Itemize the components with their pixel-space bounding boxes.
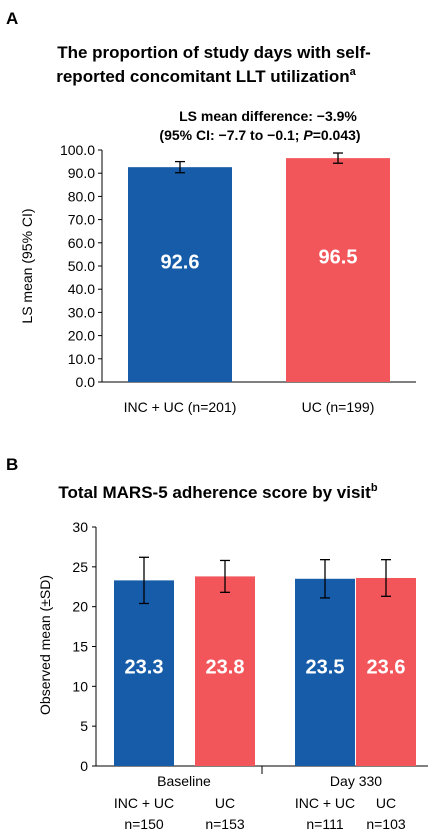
x-bar-label: INC + UC <box>114 795 174 811</box>
panel-b-y-axis-label: Observed mean (±SD) <box>37 575 53 715</box>
x-bar-n-label: n=103 <box>366 816 406 832</box>
y-tick-label: 5 <box>80 718 88 734</box>
bar-value-label: 96.5 <box>319 247 358 269</box>
y-tick-label: 10 <box>72 678 88 694</box>
x-bar-n-label: n=111 <box>306 816 343 832</box>
panel-b-title-text: Total MARS-5 adherence score by visit <box>58 483 371 502</box>
bar-value-label: 23.8 <box>206 656 245 678</box>
y-tick-label: 20.0 <box>68 328 95 344</box>
y-tick-label: 90.0 <box>68 165 95 181</box>
bar <box>128 167 232 382</box>
y-tick-label: 25 <box>72 559 88 575</box>
panel-b-letter: B <box>6 455 18 474</box>
bar-value-label: 23.3 <box>125 656 164 678</box>
y-tick-label: 10.0 <box>68 351 95 367</box>
annotation-ci: (95% CI: −7.7 to −0.1; <box>159 127 303 143</box>
panel-b-title: Total MARS-5 adherence score by visitb <box>58 482 377 502</box>
y-tick-label: 15 <box>72 639 88 655</box>
panel-b-bars: 23.3 INC + UC n=150 23.8 UC n=153 23.5 INC + UC… <box>114 556 416 832</box>
y-tick-label: 30 <box>72 519 88 535</box>
panel-a-y-axis-label: LS mean (95% CI) <box>19 208 35 323</box>
x-bar-label: UC <box>376 795 396 811</box>
y-tick-label: 40.0 <box>68 281 95 297</box>
y-tick-label: 20 <box>72 599 88 615</box>
panel-a-letter: A <box>6 9 18 28</box>
y-tick-label: 50.0 <box>68 258 95 274</box>
x-group-label: Baseline <box>157 773 211 789</box>
y-tick-label: 70.0 <box>68 212 95 228</box>
panel-a-annotation-line1: LS mean difference: −3.9% <box>179 108 357 124</box>
y-tick-label: 0.0 <box>76 374 96 390</box>
bar <box>114 580 174 766</box>
panel-a-title-sup: a <box>350 66 357 78</box>
annotation-p: P <box>303 127 313 143</box>
annotation-p-value: =0.043) <box>313 127 361 143</box>
bar-value-label: 92.6 <box>161 252 200 274</box>
y-tick-label: 100.0 <box>60 142 95 158</box>
x-bar-n-label: n=153 <box>205 816 245 832</box>
y-tick-label: 60.0 <box>68 235 95 251</box>
bar <box>195 576 255 766</box>
bar <box>356 577 416 766</box>
bar-value-label: 23.6 <box>367 656 406 678</box>
x-bar-n-label: n=150 <box>124 816 164 832</box>
bar <box>295 578 355 766</box>
bar <box>286 158 390 382</box>
panel-a-annotation-line2: (95% CI: −7.7 to −0.1; P=0.043) <box>159 127 360 143</box>
bar-value-label: 23.5 <box>306 656 345 678</box>
panel-a-axis: 0.0 10.0 20.0 30.0 40.0 50.0 60.0 70.0 80.0 90.0 1… <box>60 142 416 390</box>
x-bar-label: INC + UC <box>295 795 355 811</box>
y-tick-label: 30.0 <box>68 304 95 320</box>
panel-b-title-sup: b <box>371 482 378 494</box>
x-category-label: UC (n=199) <box>302 399 375 415</box>
panel-a-title-line1: The proportion of study days with self- <box>57 43 371 62</box>
x-group-label: Day 330 <box>330 773 382 789</box>
x-category-label: INC + UC (n=201) <box>124 399 237 415</box>
panel-a-bars: 92.6 INC + UC (n=201) 96.5 UC (n=199) <box>124 152 390 415</box>
y-tick-label: 0 <box>80 758 88 774</box>
panel-a-title-line2: reported concomitant LLT utilizationa <box>56 66 356 86</box>
x-bar-label: UC <box>215 795 235 811</box>
panel-a-title-line2-text: reported concomitant LLT utilization <box>56 67 349 86</box>
y-tick-label: 80.0 <box>68 188 95 204</box>
